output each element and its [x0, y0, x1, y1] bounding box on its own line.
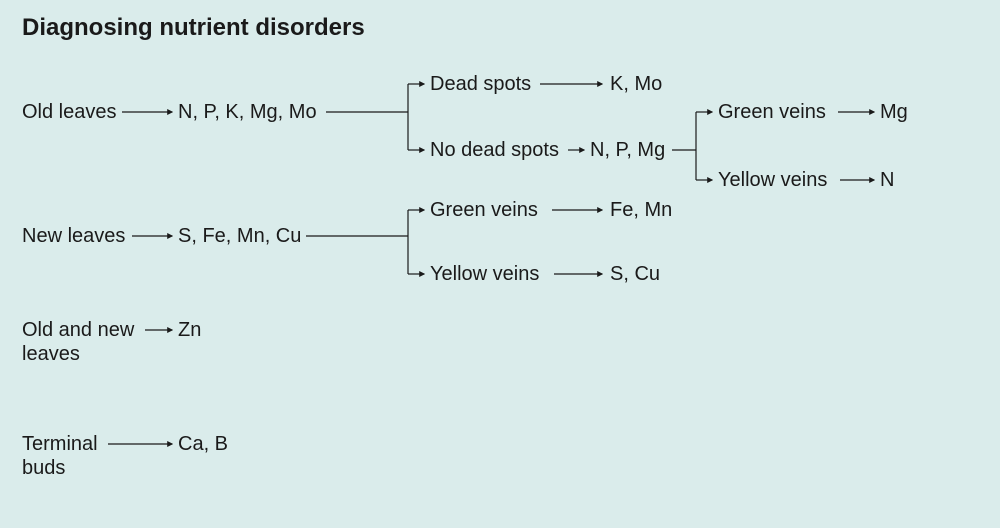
label-new-leaves: New leaves: [22, 224, 125, 248]
label-terminal-buds: Terminal buds: [22, 432, 98, 480]
label-dead-result: K, Mo: [610, 72, 662, 96]
label-no-dead: No dead spots: [430, 138, 559, 162]
label-terminal-result: Ca, B: [178, 432, 228, 456]
diagram-title: Diagnosing nutrient disorders: [22, 14, 365, 43]
label-yellow-result-top: N: [880, 168, 894, 192]
label-dead-spots: Dead spots: [430, 72, 531, 96]
label-yellow-veins-top: Yellow veins: [718, 168, 827, 192]
label-green-result-mid: Fe, Mn: [610, 198, 672, 222]
label-new-nutrients: S, Fe, Mn, Cu: [178, 224, 301, 248]
label-green-veins-mid: Green veins: [430, 198, 538, 222]
label-green-result-top: Mg: [880, 100, 908, 124]
label-old-new-leaves: Old and new leaves: [22, 318, 134, 366]
label-green-veins-top: Green veins: [718, 100, 826, 124]
label-old-leaves: Old leaves: [22, 100, 117, 124]
label-yellow-result-mid: S, Cu: [610, 262, 660, 286]
label-old-nutrients: N, P, K, Mg, Mo: [178, 100, 317, 124]
diagram-stage: Diagnosing nutrient disorders Old leaves…: [0, 0, 1000, 528]
label-no-dead-result: N, P, Mg: [590, 138, 665, 162]
label-old-new-result: Zn: [178, 318, 201, 342]
label-yellow-veins-mid: Yellow veins: [430, 262, 539, 286]
